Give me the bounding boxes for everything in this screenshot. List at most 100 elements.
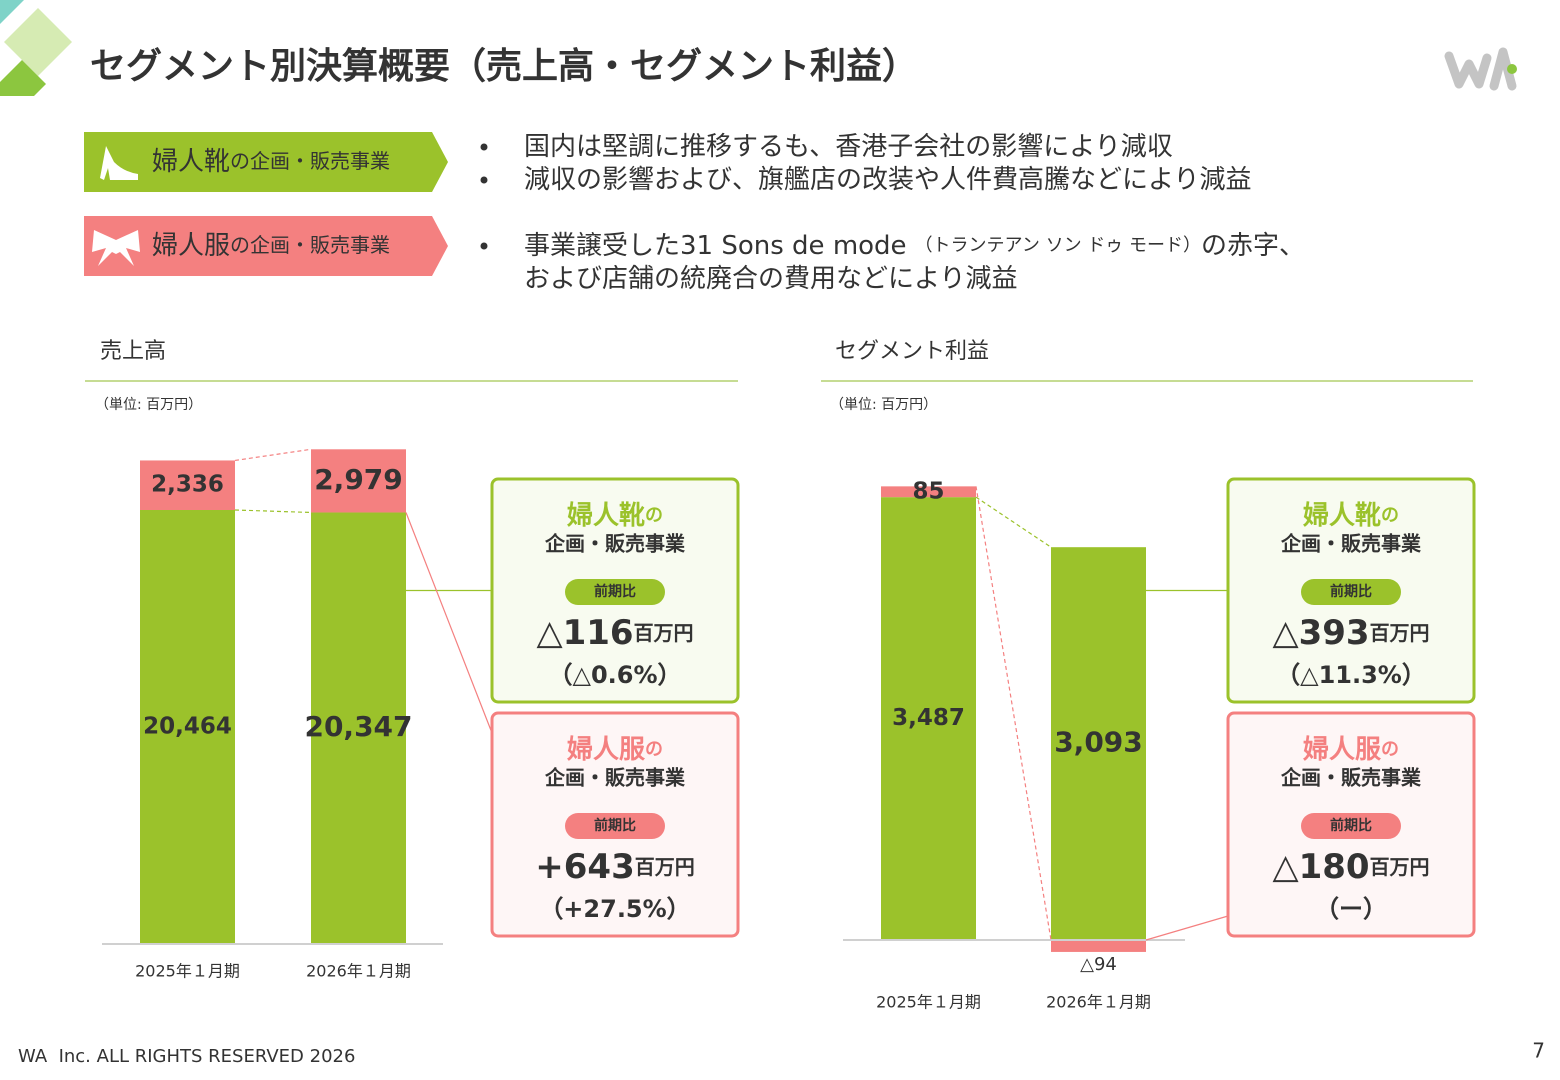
callout-pct: （△11.3%） [1276, 661, 1426, 689]
change-value: △180 [1272, 847, 1369, 887]
slide-title: セグメント別決算概要（売上高・セグメント利益） [90, 46, 918, 87]
callout-name: 婦人靴の [1302, 501, 1399, 531]
bullet-part: 国内は堅調に推移するも、香港子会社の影響により減収 [524, 132, 1173, 162]
bullet [480, 242, 488, 250]
badge [1301, 579, 1401, 605]
bullet [480, 143, 488, 151]
category-label: 2025年１月期 [876, 993, 981, 1012]
ribbon-icon [92, 230, 140, 266]
callout-pct: （+27.5%） [539, 895, 690, 923]
bullet-part: および店舗の統廃合の費用などにより減益 [524, 264, 1017, 294]
bar-segment [311, 512, 406, 944]
segment-name: 婦人靴 [152, 147, 230, 177]
bullet-text: 減収の影響および、旗艦店の改装や人件費高騰などにより減益 [524, 165, 1251, 195]
brand-logo [1444, 47, 1517, 91]
callout-business: 企画・販売事業 [1280, 532, 1422, 556]
segment-label: 婦人靴の企画・販売事業 [152, 147, 390, 177]
particle: の [1381, 739, 1399, 760]
unit-note: （単位: 百万円） [830, 397, 937, 413]
callout-name: 婦人服の [566, 735, 663, 765]
callout-pct: （△0.6%） [548, 661, 681, 689]
change-unit: 百万円 [635, 855, 695, 879]
callout-change: △180百万円 [1272, 847, 1429, 887]
segment-tag [84, 132, 448, 192]
callout-business: 企画・販売事業 [544, 766, 686, 790]
badge [1301, 813, 1401, 839]
bar-segment [311, 449, 406, 513]
copyright: WA Inc. ALL RIGHTS RESERVED 2026 [18, 1046, 355, 1067]
bullet-text: および店舗の統廃合の費用などにより減益 [524, 264, 1017, 294]
logo-shape [0, 60, 46, 96]
bar-segment [1051, 940, 1146, 952]
chart-title: 売上高 [100, 339, 166, 364]
segment-name: 婦人靴 [566, 501, 645, 531]
category-label: 2025年１月期 [135, 962, 240, 981]
change-value: △393 [1272, 613, 1369, 653]
value-label: 3,093 [1054, 726, 1143, 759]
badge [565, 813, 665, 839]
value-label: 2,336 [151, 472, 224, 498]
segment-suffix: の企画・販売事業 [230, 233, 390, 257]
particle: の [1381, 505, 1399, 526]
badge [565, 579, 665, 605]
segment-tag [84, 216, 448, 276]
category-label: 2026年１月期 [1046, 993, 1151, 1012]
bullet-text: 国内は堅調に推移するも、香港子会社の影響により減収 [524, 132, 1173, 162]
badge-label: 前期比 [1330, 583, 1372, 600]
logo-shape [4, 8, 72, 76]
value-label: 85 [912, 478, 944, 504]
value-label: △94 [1080, 954, 1117, 975]
shoe-icon [100, 146, 138, 180]
callout-business: 企画・販売事業 [1280, 766, 1422, 790]
badge-label: 前期比 [1330, 817, 1372, 834]
bullet-part: 事業譲受した31 Sons de mode [524, 231, 907, 261]
callout-change: +643百万円 [535, 847, 694, 887]
bar-segment [1051, 547, 1146, 940]
callout-name: 婦人服の [1302, 735, 1399, 765]
logo-shape [0, 0, 24, 24]
value-label: 20,464 [143, 713, 232, 739]
connector-dashed [975, 486, 1052, 941]
badge-label: 前期比 [594, 583, 636, 600]
bar-segment [140, 509, 235, 944]
bar-segment [881, 497, 976, 940]
segment-name: 婦人服 [152, 231, 230, 261]
particle: の [645, 739, 663, 760]
page-number: 7 [1532, 1039, 1545, 1063]
unit-note: （単位: 百万円） [95, 397, 202, 413]
bullet [480, 176, 488, 184]
change-unit: 百万円 [634, 621, 694, 645]
callout-name: 婦人靴の [566, 501, 663, 531]
connector-dashed [234, 448, 312, 462]
change-value: +643 [535, 847, 634, 887]
category-label: 2026年１月期 [306, 962, 411, 981]
particle: の [645, 505, 663, 526]
callout-business: 企画・販売事業 [544, 532, 686, 556]
change-value: △116 [536, 613, 633, 653]
segment-label: 婦人服の企画・販売事業 [152, 231, 390, 261]
segment-name: 婦人靴 [1302, 501, 1381, 531]
callout-pct: （ー） [1315, 895, 1387, 923]
badge-label: 前期比 [594, 817, 636, 834]
value-label: 20,347 [304, 710, 412, 743]
value-label: 2,979 [314, 463, 403, 496]
callout-connector [1145, 915, 1229, 941]
change-unit: 百万円 [1370, 855, 1430, 879]
bullet-part: （トランテアン ソン ドゥ モード） [915, 235, 1201, 256]
connector-dashed [234, 509, 312, 514]
segment-suffix: の企画・販売事業 [230, 149, 390, 173]
change-unit: 百万円 [1370, 621, 1430, 645]
segment-name: 婦人服 [1302, 735, 1382, 765]
callout-change: △393百万円 [1272, 613, 1429, 653]
bullet-part: の赤字、 [1201, 231, 1305, 261]
value-label: 3,487 [892, 705, 965, 731]
connector-dashed [975, 496, 1052, 548]
bar-segment [140, 460, 235, 510]
bullet-text: 事業譲受した31 Sons de mode （トランテアン ソン ドゥ モード）の… [524, 231, 1305, 261]
segment-name: 婦人服 [566, 735, 646, 765]
bullet-part: 減収の影響および、旗艦店の改装や人件費高騰などにより減益 [524, 165, 1251, 195]
callout-change: △116百万円 [536, 613, 693, 653]
callout-connector [405, 512, 493, 734]
chart-title: セグメント利益 [835, 339, 989, 364]
